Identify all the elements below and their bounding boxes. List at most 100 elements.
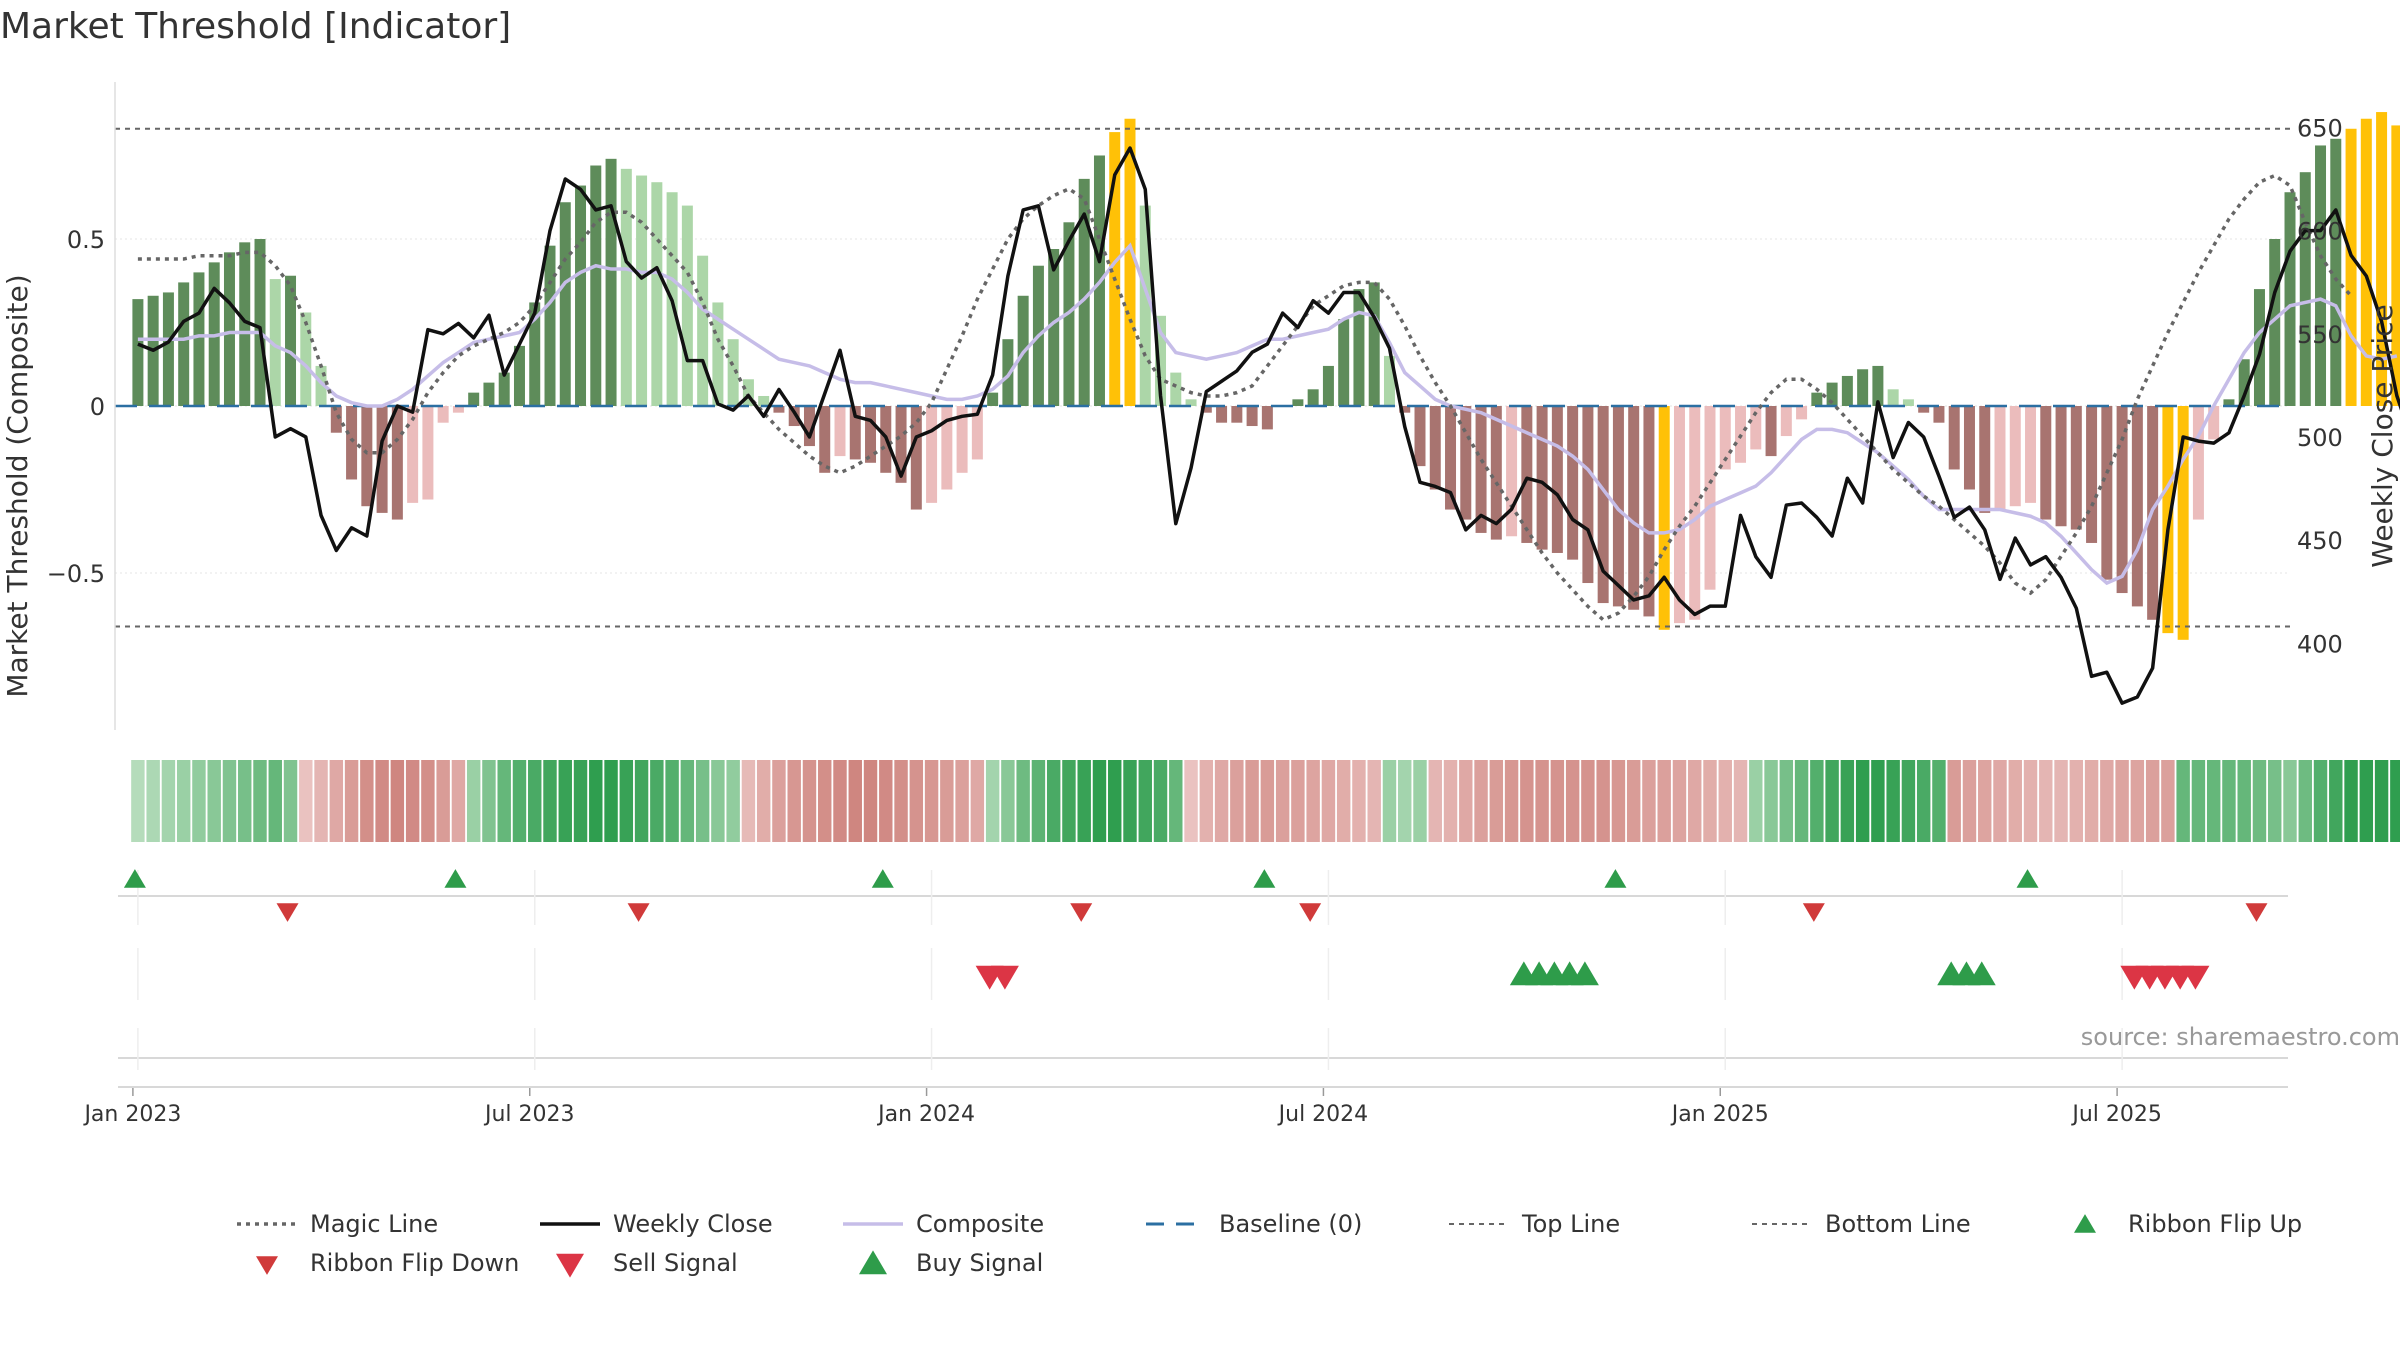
composite-bar [1658,406,1670,630]
composite-bar [1673,406,1685,624]
composite-bar [437,406,449,423]
ribbon-cell [665,760,679,842]
y-left-tick-label: 0.5 [67,226,105,254]
composite-bar [2345,128,2357,406]
ribbon-cell [2115,760,2129,842]
composite-bar [162,292,174,406]
composite-bar [529,302,541,406]
composite-bar [1078,178,1090,406]
composite-bar [773,406,785,413]
ribbon-cell [1123,760,1137,842]
ribbon-cell [1657,760,1671,842]
composite-bar [1841,375,1853,406]
ribbon-cell [589,760,603,842]
ribbon-cell [1306,760,1320,842]
x-tick-label: Jan 2023 [82,1102,181,1127]
ribbon-cell [863,760,878,842]
ribbon-cell [1581,760,1595,842]
composite-bar [2055,406,2067,527]
ribbon-cell [1428,760,1442,842]
sell-signal-marker [2181,965,2210,990]
ribbon-cell [1749,760,1763,842]
composite-bar [544,245,556,406]
x-tick-label: Jul 2024 [1277,1102,1369,1127]
composite-bar [2131,406,2143,607]
magic-line [137,173,2353,622]
composite-bar [483,382,495,406]
composite-bar [269,279,281,406]
ribbon-flip-down-marker [1802,903,1825,922]
ribbon-cell [543,760,557,842]
composite-bar [849,406,861,460]
ribbon-flip-down-marker [1299,903,1322,922]
ribbon-cell [1962,760,1977,842]
composite-bar [651,182,663,406]
ribbon-cell [818,760,832,842]
ribbon-cell [1138,760,1152,842]
ribbon-cell [161,760,176,842]
composite-bar [1597,406,1609,604]
ribbon-cell [528,760,542,842]
ribbon-cell [1413,760,1427,842]
ribbon-cell [146,760,160,842]
ribbon-cell [802,760,817,842]
composite-bar [895,406,907,483]
y-left-axis-label: Market Threshold (Composite) [1,274,34,697]
composite-bar [2116,406,2128,594]
composite-bar [422,406,434,500]
composite-bar [681,205,693,406]
ribbon-cell [283,760,298,842]
ribbon-cell [1001,760,1015,842]
composite-bar [987,392,999,406]
composite-bar [2391,125,2400,407]
ribbon-cell [1642,760,1656,842]
composite-line [137,242,2398,586]
composite-bar [1780,406,1792,437]
composite-bar [1948,406,1960,470]
composite-bar [468,392,480,406]
ribbon-cell [1932,760,1946,842]
ribbon-cell [1703,760,1717,842]
composite-bar [1002,339,1014,406]
ribbon-cell [1230,760,1244,842]
ribbon-cell [1764,760,1778,842]
ribbon-cell [940,760,954,842]
composite-bar [1750,406,1762,450]
composite-bar [2376,112,2388,406]
source-note: source: sharemaestro.com [2080,1023,2400,1051]
ribbon-cell [573,760,588,842]
legend-swatch [859,1250,887,1275]
ribbon-cell [1596,760,1610,842]
composite-bar [1338,319,1350,406]
composite-bar [193,272,205,406]
composite-bar [1857,369,1869,406]
y-right-axis-label: Weekly Close Price [2366,304,2399,567]
legend-swatch [2074,1214,2096,1233]
ribbon-cell [1794,760,1809,842]
composite-bar [727,339,739,406]
ribbon-cell [711,760,725,842]
ribbon-cell [695,760,710,842]
ribbon-cell [894,760,908,842]
ribbon-cell [497,760,511,842]
buy-signal-marker [1570,961,1599,986]
ribbon-cell [1855,760,1870,842]
composite-bar [391,406,403,520]
composite-bar [361,406,373,507]
ribbon-cell [2206,760,2221,842]
ribbon-cell [176,760,191,842]
legend-label: Buy Signal [916,1249,1043,1277]
composite-bar [1170,372,1182,406]
composite-bar [2040,406,2052,520]
legend-label: Bottom Line [1825,1210,1971,1238]
ribbon-cell [2252,760,2267,842]
composite-bar [1979,406,1991,513]
composite-bar [636,175,648,406]
ribbon-cell [1535,760,1549,842]
ribbon-cell [1062,760,1076,842]
composite-bar [315,365,327,406]
y-right-tick-label: 550 [2297,321,2343,349]
ribbon-cell [314,760,328,842]
composite-bar [1292,399,1304,406]
ribbon-cell [360,760,374,842]
